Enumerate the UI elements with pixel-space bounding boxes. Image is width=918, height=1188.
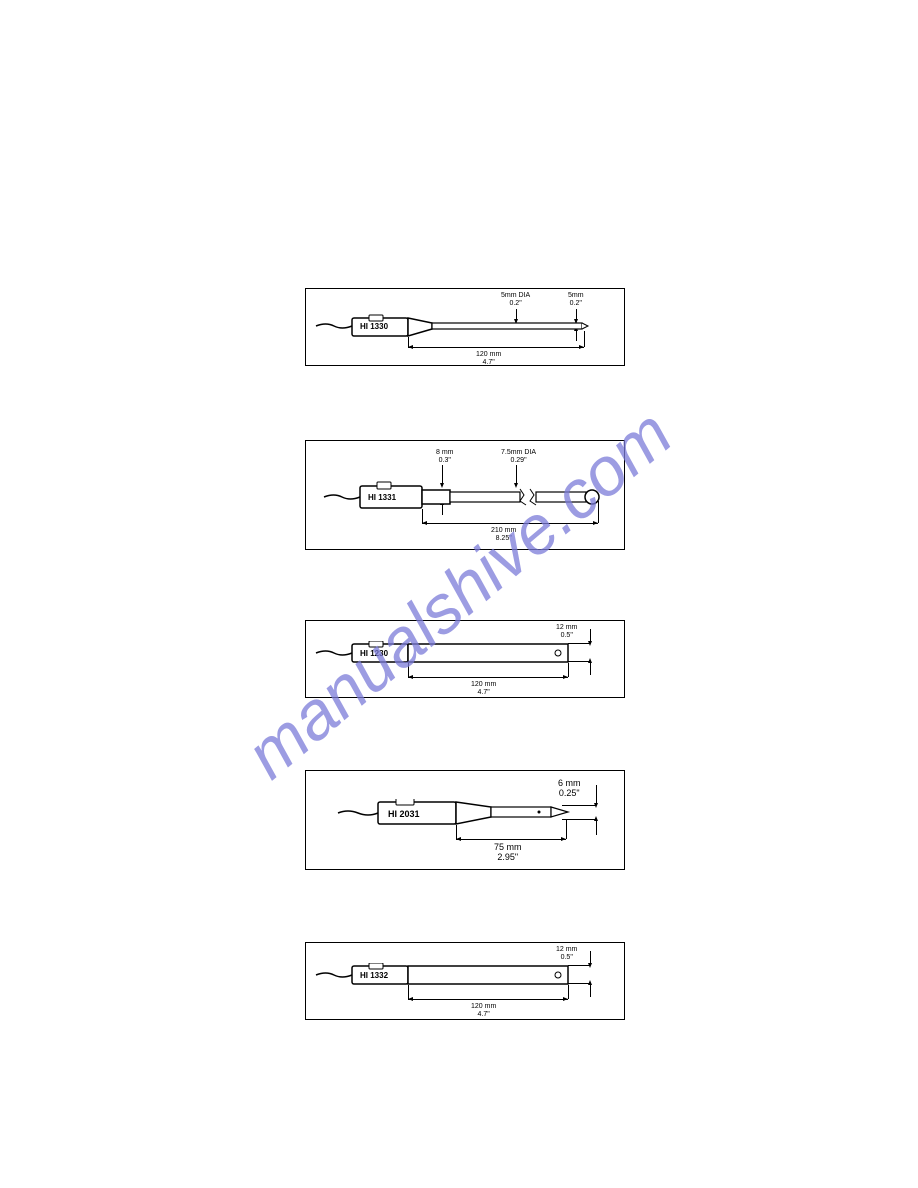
length-label: 120 mm4.7" [471,681,496,696]
dim-arrow [596,821,597,835]
dim-arrow [590,629,591,641]
length-label: 120 mm4.7" [476,351,501,366]
diagram-hi1330: 5mm DIA0.2" 5mm0.2" HI 1330 120 mm4.7" [305,288,625,366]
tip-label: 12 mm0.5" [556,624,577,639]
ext-line [598,501,599,523]
length-label: 75 mm2.95" [494,843,522,863]
probe-illustration [336,799,586,829]
tip-label: 6 mm0.25" [558,779,581,799]
model-label: HI 1332 [360,971,388,980]
neck-label: 8 mm0.3" [436,449,454,464]
probe-illustration [322,481,612,519]
ext-line [568,663,569,677]
model-label: HI 1331 [368,493,396,502]
probe-illustration [314,641,584,669]
diagram-hi2031: 6 mm0.25" HI 2031 75 mm2.95" [305,770,625,870]
diagram-hi1332: 12 mm0.5" HI 1332 120 mm4.7" [305,942,625,1020]
dia-label: 7.5mm DIA0.29" [501,449,536,464]
length-arrow [408,347,584,348]
ext-line [568,985,569,999]
model-label: HI 1330 [360,322,388,331]
length-arrow [456,839,566,840]
length-arrow [408,677,568,678]
tip-label: 12 mm0.5" [556,946,577,961]
dim-arrow [590,663,591,675]
diagram-hi1331: 8 mm0.3" 7.5mm DIA0.29" HI 1331 210 mm8.… [305,440,625,550]
probe-illustration [314,314,594,344]
dim-arrow [590,951,591,963]
diagram-box: 5mm DIA0.2" 5mm0.2" HI 1330 120 mm4.7" [305,288,625,366]
dim-arrow [590,985,591,997]
model-label: HI 2031 [388,809,420,819]
length-label: 120 mm4.7" [471,1003,496,1018]
dim-arrow [596,785,597,803]
diagram-box: 12 mm0.5" HI 1332 120 mm4.7" [305,942,625,1020]
tip-label: 5mm0.2" [568,292,584,307]
length-label: 210 mm8.25" [491,527,516,542]
dia-label: 5mm DIA0.2" [501,292,530,307]
ext-line [584,331,585,347]
diagram-box: 12 mm0.5" HI 1230 120 mm4.7" [305,620,625,698]
length-arrow [408,999,568,1000]
model-label: HI 1230 [360,649,388,658]
diagram-hi1230: 12 mm0.5" HI 1230 120 mm4.7" [305,620,625,698]
probe-illustration [314,963,584,991]
diagram-box: 6 mm0.25" HI 2031 75 mm2.95" [305,770,625,870]
ext-line [566,819,567,839]
length-arrow [422,523,598,524]
diagram-box: 8 mm0.3" 7.5mm DIA0.29" HI 1331 210 mm8.… [305,440,625,550]
